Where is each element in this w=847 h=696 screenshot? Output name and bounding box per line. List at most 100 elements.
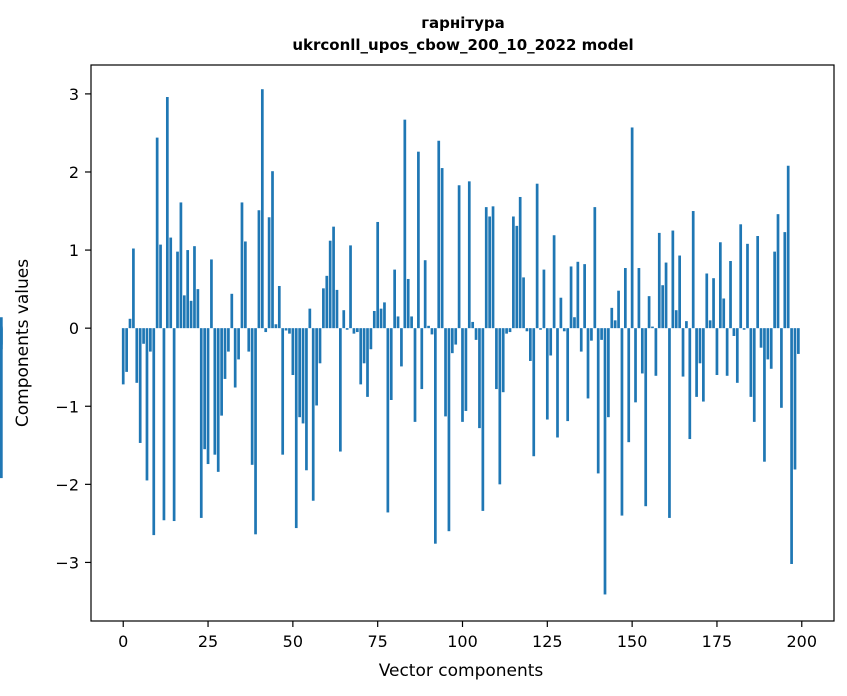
bar-8 [149, 328, 152, 352]
bar-15 [172, 328, 176, 522]
bar-166 [685, 321, 688, 329]
bar-55 [308, 308, 312, 329]
x-tick-label: 100 [447, 632, 478, 651]
bar-175 [715, 328, 719, 376]
bar-12 [162, 328, 166, 521]
bar-18 [182, 295, 186, 329]
bar-54 [305, 328, 308, 471]
bar-80 [393, 269, 396, 329]
bar-163 [674, 310, 678, 329]
bar-28 [216, 328, 220, 472]
bar-34 [237, 328, 240, 360]
bar-23 [199, 328, 203, 518]
bar-120 [529, 328, 532, 361]
bar-135 [579, 328, 583, 352]
bar-146 [617, 290, 620, 329]
bar-10 [155, 137, 159, 329]
bar-174 [712, 278, 715, 329]
bar-73 [369, 328, 373, 350]
y-tick-label: −1 [55, 397, 79, 416]
bar-145 [613, 320, 617, 329]
bar-24 [203, 328, 207, 450]
bar-101 [464, 328, 468, 411]
bar-11 [159, 244, 162, 329]
chart-subtitle: ukrconll_upos_cbow_200_10_2022 model [292, 36, 633, 54]
bar-128 [556, 328, 559, 438]
bar-131 [566, 328, 570, 422]
bar-126 [549, 328, 553, 356]
bar-29 [220, 328, 223, 416]
bar-132 [569, 266, 573, 329]
bar-82 [400, 328, 403, 367]
bar-112 [501, 328, 505, 393]
bar-138 [590, 328, 593, 341]
bar-78 [386, 328, 390, 513]
x-axis-ticks: 0 25 50 75 100 125 150 175 200 [118, 621, 817, 651]
bar-180 [732, 328, 736, 336]
bar-99 [457, 185, 461, 329]
bar-109 [491, 206, 495, 329]
bar-49 [288, 328, 291, 334]
y-tick-label: 1 [69, 241, 79, 260]
bar-148 [623, 268, 627, 329]
bar-74 [372, 310, 376, 329]
bar-36 [244, 241, 247, 329]
bar-17 [179, 202, 183, 329]
bar-106 [481, 328, 485, 511]
bar-27 [213, 328, 217, 455]
y-tick-label: 3 [69, 85, 79, 104]
bar-181 [735, 328, 739, 383]
bar-19 [186, 250, 190, 329]
bar-161 [668, 328, 671, 518]
bar-81 [396, 316, 400, 329]
bar-undefined [0, 317, 3, 329]
bar-182 [739, 224, 743, 329]
bar-119 [525, 328, 529, 332]
bar-162 [671, 230, 675, 329]
bar-165 [681, 328, 685, 377]
bar-7 [145, 328, 149, 481]
bar-113 [505, 328, 508, 334]
bar-159 [661, 285, 665, 329]
bar-118 [522, 277, 525, 329]
bar-167 [688, 328, 692, 440]
bar-66 [345, 328, 349, 330]
bar-199 [797, 328, 800, 354]
bar-63 [335, 289, 339, 329]
bar-53 [301, 328, 305, 424]
bar-42 [264, 328, 268, 333]
bar-40 [257, 210, 261, 329]
bar-4 [135, 328, 139, 383]
bar-147 [620, 328, 624, 516]
bar-178 [725, 328, 729, 376]
bar-96 [447, 328, 451, 532]
bar-164 [678, 255, 681, 329]
bar-158 [657, 232, 661, 329]
x-tick-label: 125 [532, 632, 563, 651]
bar-121 [532, 328, 536, 457]
bar-193 [776, 214, 780, 329]
bar-191 [769, 328, 773, 369]
bar-186 [752, 328, 756, 422]
bar-188 [759, 328, 763, 348]
x-tick-label: 75 [368, 632, 388, 651]
bar-79 [389, 328, 393, 400]
bar-64 [339, 328, 342, 452]
bar-104 [474, 328, 478, 340]
bar-194 [780, 328, 783, 408]
bar-107 [484, 207, 488, 329]
bar-140 [596, 328, 600, 474]
bar-103 [471, 321, 475, 329]
bar-150 [630, 127, 634, 329]
bar-98 [454, 328, 458, 345]
bar-22 [196, 289, 200, 329]
bar-44 [271, 171, 274, 329]
bar-142 [603, 328, 607, 595]
bar-195 [783, 232, 787, 329]
bar-94 [440, 168, 444, 329]
bar-198 [793, 328, 797, 470]
y-tick-label: 0 [69, 319, 79, 338]
bar-21 [193, 246, 196, 329]
y-tick-label: −2 [55, 475, 79, 494]
